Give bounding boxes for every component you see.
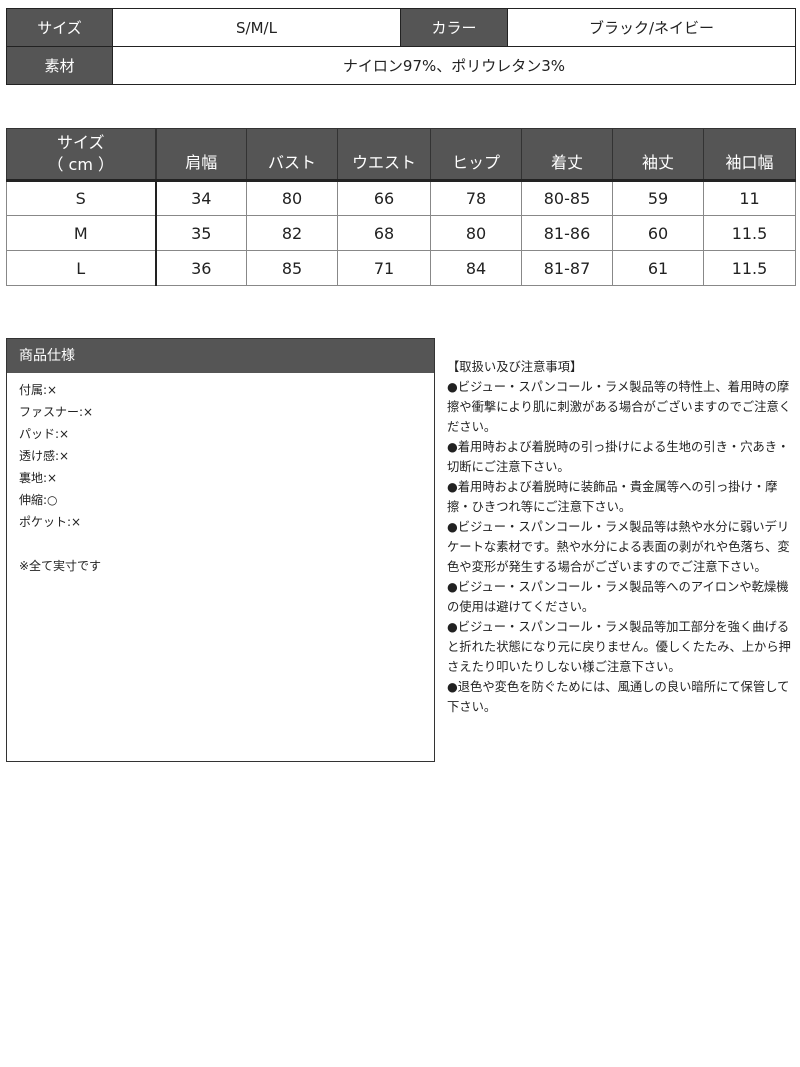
unit-header-line: （ cm ） — [47, 155, 115, 174]
measurement-cell: 78 — [430, 180, 522, 216]
column-header: 袖口幅 — [703, 128, 796, 182]
table-row: L 36 85 71 84 81-87 61 11.5 — [6, 250, 796, 286]
spec-item: 透け感:× — [19, 449, 70, 463]
spec-note: ※全て実寸です — [19, 559, 102, 573]
measurement-cell: 82 — [246, 215, 338, 251]
care-notes: 【取扱い及び注意事項】 ●ビジュー・スパンコール・ラメ製品等の特性上、着用時の摩擦… — [447, 357, 795, 717]
spec-title: 商品仕様 — [7, 339, 434, 373]
spec-item: 伸縮:○ — [19, 493, 58, 507]
measurement-cell: 66 — [337, 180, 431, 216]
size-value: S/M/L — [112, 8, 401, 47]
measurement-cell: 80-85 — [521, 180, 613, 216]
size-column-header: サイズ （ cm ） — [6, 128, 157, 182]
color-value: ブラック/ネイビー — [507, 8, 796, 47]
measurement-cell: 84 — [430, 250, 522, 286]
note-item: ●着用時および着脱時の引っ掛けによる生地の引き・穴あき・切断にご注意下さい。 — [447, 440, 790, 474]
spec-item: パッド:× — [19, 427, 70, 441]
measurement-cell: 59 — [612, 180, 704, 216]
column-header: バスト — [246, 128, 338, 182]
measurement-cell: 60 — [612, 215, 704, 251]
spec-item: 付属:× — [19, 383, 58, 397]
note-item: ●退色や変色を防ぐためには、風通しの良い暗所にて保管して下さい。 — [447, 680, 790, 714]
measurement-cell: 61 — [612, 250, 704, 286]
size-label: サイズ — [6, 8, 113, 47]
note-item: ●ビジュー・スパンコール・ラメ製品等は熱や水分に弱いデリケートな素材です。熱や水… — [447, 520, 790, 574]
color-label: カラー — [400, 8, 508, 47]
size-header-line: サイズ — [56, 133, 105, 152]
measurement-cell: 34 — [155, 180, 247, 216]
measurement-cell: 35 — [155, 215, 247, 251]
spec-item: ポケット:× — [19, 515, 82, 529]
measurement-cell: 85 — [246, 250, 338, 286]
notes-title: 【取扱い及び注意事項】 — [447, 360, 583, 374]
column-header: ウエスト — [337, 128, 431, 182]
measurement-cell: 81-86 — [521, 215, 613, 251]
measurement-cell: 71 — [337, 250, 431, 286]
measurement-cell: 80 — [430, 215, 522, 251]
size-cell: S — [6, 180, 157, 216]
product-spec-box: 商品仕様 付属:× ファスナー:× パッド:× 透け感:× 裏地:× 伸縮:○ ポケット:×… — [6, 338, 435, 762]
measurement-cell: 80 — [246, 180, 338, 216]
column-header: 着丈 — [521, 128, 613, 182]
material-label: 素材 — [6, 46, 113, 85]
column-header: 肩幅 — [155, 128, 247, 182]
table-row: S 34 80 66 78 80-85 59 11 — [6, 180, 796, 216]
spec-item: 裏地:× — [19, 471, 58, 485]
note-item: ●ビジュー・スパンコール・ラメ製品等の特性上、着用時の摩擦や衝撃により肌に刺激が… — [447, 380, 792, 434]
measurement-cell: 11.5 — [703, 250, 796, 286]
size-chart-table: サイズ （ cm ） 肩幅 バスト ウエスト ヒップ 着丈 袖丈 袖口幅 S 34 80 66 78… — [6, 128, 796, 286]
measurement-cell: 11 — [703, 180, 796, 216]
measurement-cell: 81-87 — [521, 250, 613, 286]
note-item: ●ビジュー・スパンコール・ラメ製品等加工部分を強く曲げると折れた状態になり元に戻… — [447, 620, 791, 674]
measurement-cell: 68 — [337, 215, 431, 251]
measurement-cell: 11.5 — [703, 215, 796, 251]
note-item: ●着用時および着脱時に装飾品・貴金属等への引っ掛け・摩擦・ひきつれ等にご注意下さ… — [447, 480, 778, 514]
measurement-cell: 36 — [155, 250, 247, 286]
size-cell: M — [6, 215, 157, 251]
product-info-table: サイズ S/M/L カラー ブラック/ネイビー 素材 ナイロン97%、ポリウレタ… — [6, 8, 796, 85]
table-row: M 35 82 68 80 81-86 60 11.5 — [6, 215, 796, 251]
size-cell: L — [6, 250, 157, 286]
column-header: ヒップ — [430, 128, 522, 182]
column-header: 袖丈 — [612, 128, 704, 182]
spec-item: ファスナー:× — [19, 405, 94, 419]
material-value: ナイロン97%、ポリウレタン3% — [112, 46, 796, 85]
note-item: ●ビジュー・スパンコール・ラメ製品等へのアイロンや乾燥機の使用は避けてください。 — [447, 580, 789, 614]
